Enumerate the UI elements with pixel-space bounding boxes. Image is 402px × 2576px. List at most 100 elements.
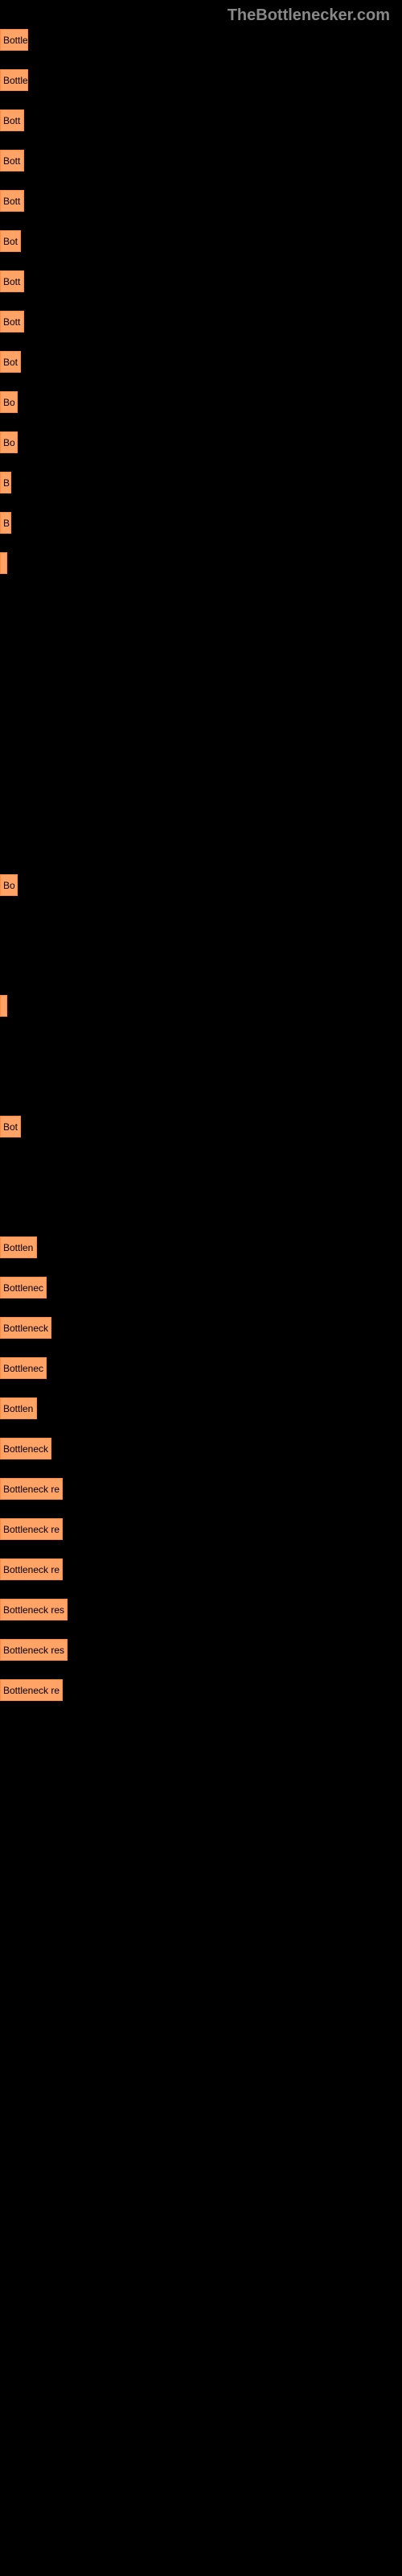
bar-label: Bot: [3, 357, 18, 368]
bar-row: Bot: [0, 230, 402, 252]
bar-row: B: [0, 512, 402, 534]
bar-label: Bott: [3, 155, 20, 167]
bar-label: Bottleneck res: [3, 1604, 64, 1616]
bar-row: [0, 633, 402, 654]
bar-row: [0, 834, 402, 856]
bar-label: Bottleneck: [3, 1323, 48, 1334]
bar-row: Bottleneck res: [0, 1639, 402, 1661]
bar-label: Bo: [3, 880, 15, 891]
chart-bar: Bottleneck res: [0, 1599, 68, 1620]
bar-label: Bottleneck re: [3, 1524, 59, 1535]
bar-row: [0, 794, 402, 815]
bar-label: Bo: [3, 397, 15, 408]
bar-chart: Bottle Bottle Bott Bott Bott Bot Bott Bott Bot Bo…: [0, 29, 402, 1701]
bar-label: Bottlenec: [3, 1363, 43, 1374]
chart-bar: Bottleneck: [0, 1317, 51, 1339]
chart-bar: B: [0, 472, 11, 493]
chart-bar: Bo: [0, 391, 18, 413]
bar-row: [0, 1035, 402, 1057]
bar-row: [0, 713, 402, 735]
bar-label: Bott: [3, 276, 20, 287]
bar-row: Bottle: [0, 69, 402, 91]
bar-row: Bottleneck: [0, 1317, 402, 1339]
bar-label: Bottlen: [3, 1403, 33, 1414]
bar-row: [0, 753, 402, 775]
bar-row: Bott: [0, 150, 402, 171]
bar-row: Bottleneck re: [0, 1478, 402, 1500]
bar-row: Bottleneck re: [0, 1679, 402, 1701]
bar-label: Bott: [3, 196, 20, 207]
bar-label: Bottlenec: [3, 1282, 43, 1294]
chart-bar: Bottleneck re: [0, 1679, 63, 1701]
chart-bar: Bottleneck: [0, 1438, 51, 1459]
chart-bar: Bottle: [0, 29, 28, 51]
chart-bar: Bottlen: [0, 1397, 37, 1419]
bar-row: Bottleneck res: [0, 1599, 402, 1620]
bar-row: Bottlenec: [0, 1357, 402, 1379]
bar-row: Bottleneck: [0, 1438, 402, 1459]
bar-row: Bottlenec: [0, 1277, 402, 1298]
bar-row: Bo: [0, 391, 402, 413]
bar-row: [0, 995, 402, 1017]
bar-row: [0, 673, 402, 695]
bar-row: Bott: [0, 270, 402, 292]
chart-bar: Bot: [0, 1116, 21, 1137]
bar-row: Bottlen: [0, 1397, 402, 1419]
bar-label: B: [3, 518, 10, 529]
bar-label: Bottleneck re: [3, 1564, 59, 1575]
chart-bar: Bottlenec: [0, 1357, 47, 1379]
bar-row: [0, 914, 402, 936]
bar-row: Bottlen: [0, 1236, 402, 1258]
bar-row: Bott: [0, 190, 402, 212]
chart-bar: Bott: [0, 270, 24, 292]
bar-label: Bottle: [3, 75, 28, 86]
chart-bar: Bott: [0, 150, 24, 171]
bar-row: [0, 592, 402, 614]
bar-row: [0, 1156, 402, 1178]
bar-row: [0, 1196, 402, 1218]
chart-bar: Bottleneck re: [0, 1518, 63, 1540]
chart-bar: Bot: [0, 230, 21, 252]
chart-bar: Bottleneck re: [0, 1478, 63, 1500]
chart-bar: Bottleneck re: [0, 1558, 63, 1580]
bar-row: Bott: [0, 109, 402, 131]
bar-row: Bot: [0, 351, 402, 373]
bar-label: Bott: [3, 115, 20, 126]
bar-label: Bot: [3, 236, 18, 247]
bar-row: [0, 552, 402, 574]
header: TheBottlenecker.com: [0, 0, 402, 29]
site-title: TheBottlenecker.com: [228, 6, 390, 24]
bar-label: Bott: [3, 316, 20, 328]
bar-row: Bott: [0, 311, 402, 332]
bar-label: Bottleneck re: [3, 1484, 59, 1495]
chart-bar: B: [0, 512, 11, 534]
chart-bar: [0, 552, 7, 574]
chart-bar: Bottleneck res: [0, 1639, 68, 1661]
chart-bar: Bottle: [0, 69, 28, 91]
bar-row: B: [0, 472, 402, 493]
bar-label: Bottleneck re: [3, 1685, 59, 1696]
bar-row: [0, 1075, 402, 1097]
bar-row: Bo: [0, 874, 402, 896]
bar-row: Bottleneck re: [0, 1558, 402, 1580]
bar-row: Bot: [0, 1116, 402, 1137]
chart-bar: Bottlenec: [0, 1277, 47, 1298]
bar-label: Bot: [3, 1121, 18, 1133]
chart-bar: Bott: [0, 190, 24, 212]
bar-label: Bottle: [3, 35, 28, 46]
bar-row: Bo: [0, 431, 402, 453]
chart-bar: Bot: [0, 351, 21, 373]
bar-label: Bo: [3, 437, 15, 448]
bar-row: Bottle: [0, 29, 402, 51]
bar-label: B: [3, 477, 10, 489]
chart-bar: Bott: [0, 109, 24, 131]
bar-label: Bottleneck: [3, 1443, 48, 1455]
chart-bar: Bo: [0, 874, 18, 896]
bar-label: Bottleneck res: [3, 1645, 64, 1656]
chart-bar: [0, 995, 7, 1017]
chart-bar: Bo: [0, 431, 18, 453]
chart-bar: Bottlen: [0, 1236, 37, 1258]
bar-label: Bottlen: [3, 1242, 33, 1253]
chart-bar: Bott: [0, 311, 24, 332]
bar-row: Bottleneck re: [0, 1518, 402, 1540]
